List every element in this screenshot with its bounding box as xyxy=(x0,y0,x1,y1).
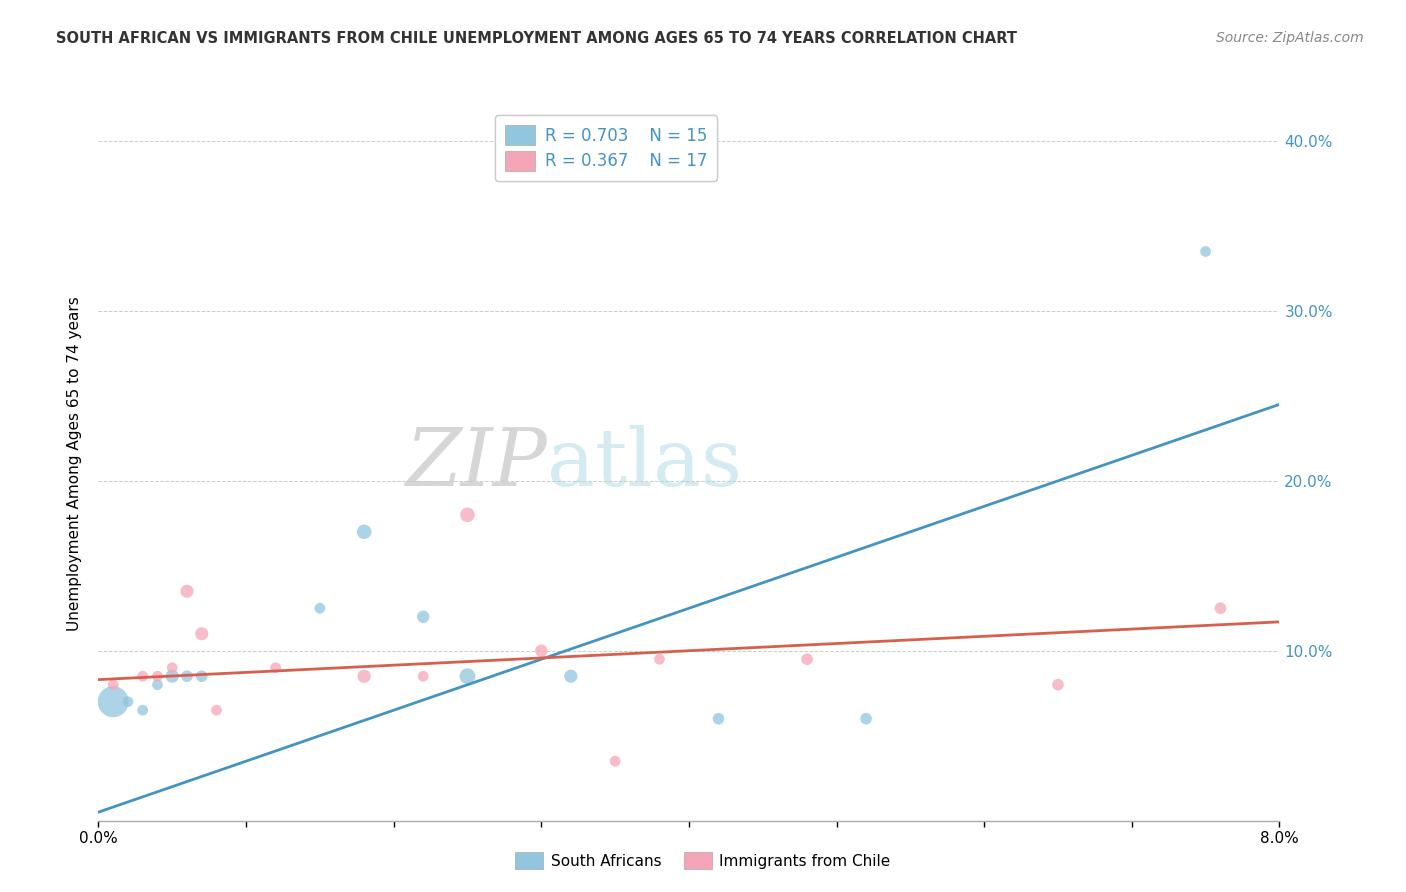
Point xyxy=(1194,244,1216,259)
Text: SOUTH AFRICAN VS IMMIGRANTS FROM CHILE UNEMPLOYMENT AMONG AGES 65 TO 74 YEARS CO: SOUTH AFRICAN VS IMMIGRANTS FROM CHILE U… xyxy=(56,31,1017,46)
Point xyxy=(191,626,214,640)
Point xyxy=(205,703,228,717)
Point xyxy=(191,669,214,683)
Point xyxy=(796,652,818,666)
Point xyxy=(605,754,627,768)
Point xyxy=(117,695,139,709)
Point xyxy=(412,609,434,624)
Point xyxy=(412,669,434,683)
Point xyxy=(176,584,198,599)
Legend: R = 0.703    N = 15, R = 0.367    N = 17: R = 0.703 N = 15, R = 0.367 N = 17 xyxy=(495,115,717,180)
Y-axis label: Unemployment Among Ages 65 to 74 years: Unemployment Among Ages 65 to 74 years xyxy=(67,296,83,632)
Point xyxy=(132,669,155,683)
Point xyxy=(707,712,730,726)
Text: ZIP: ZIP xyxy=(405,425,547,502)
Point xyxy=(103,695,125,709)
Point xyxy=(1046,678,1069,692)
Point xyxy=(456,508,478,522)
Point xyxy=(162,661,183,675)
Text: atlas: atlas xyxy=(547,425,742,503)
Point xyxy=(162,669,183,683)
Point xyxy=(353,524,375,539)
Legend: South Africans, Immigrants from Chile: South Africans, Immigrants from Chile xyxy=(509,846,897,875)
Point xyxy=(456,669,478,683)
Point xyxy=(146,669,169,683)
Point xyxy=(1209,601,1232,615)
Point xyxy=(530,644,553,658)
Point xyxy=(264,661,287,675)
Point xyxy=(176,669,198,683)
Point xyxy=(855,712,877,726)
Point xyxy=(560,669,582,683)
Point xyxy=(308,601,332,615)
Point xyxy=(353,669,375,683)
Text: Source: ZipAtlas.com: Source: ZipAtlas.com xyxy=(1216,31,1364,45)
Point xyxy=(146,678,169,692)
Point xyxy=(132,703,155,717)
Point xyxy=(648,652,671,666)
Point xyxy=(103,678,125,692)
